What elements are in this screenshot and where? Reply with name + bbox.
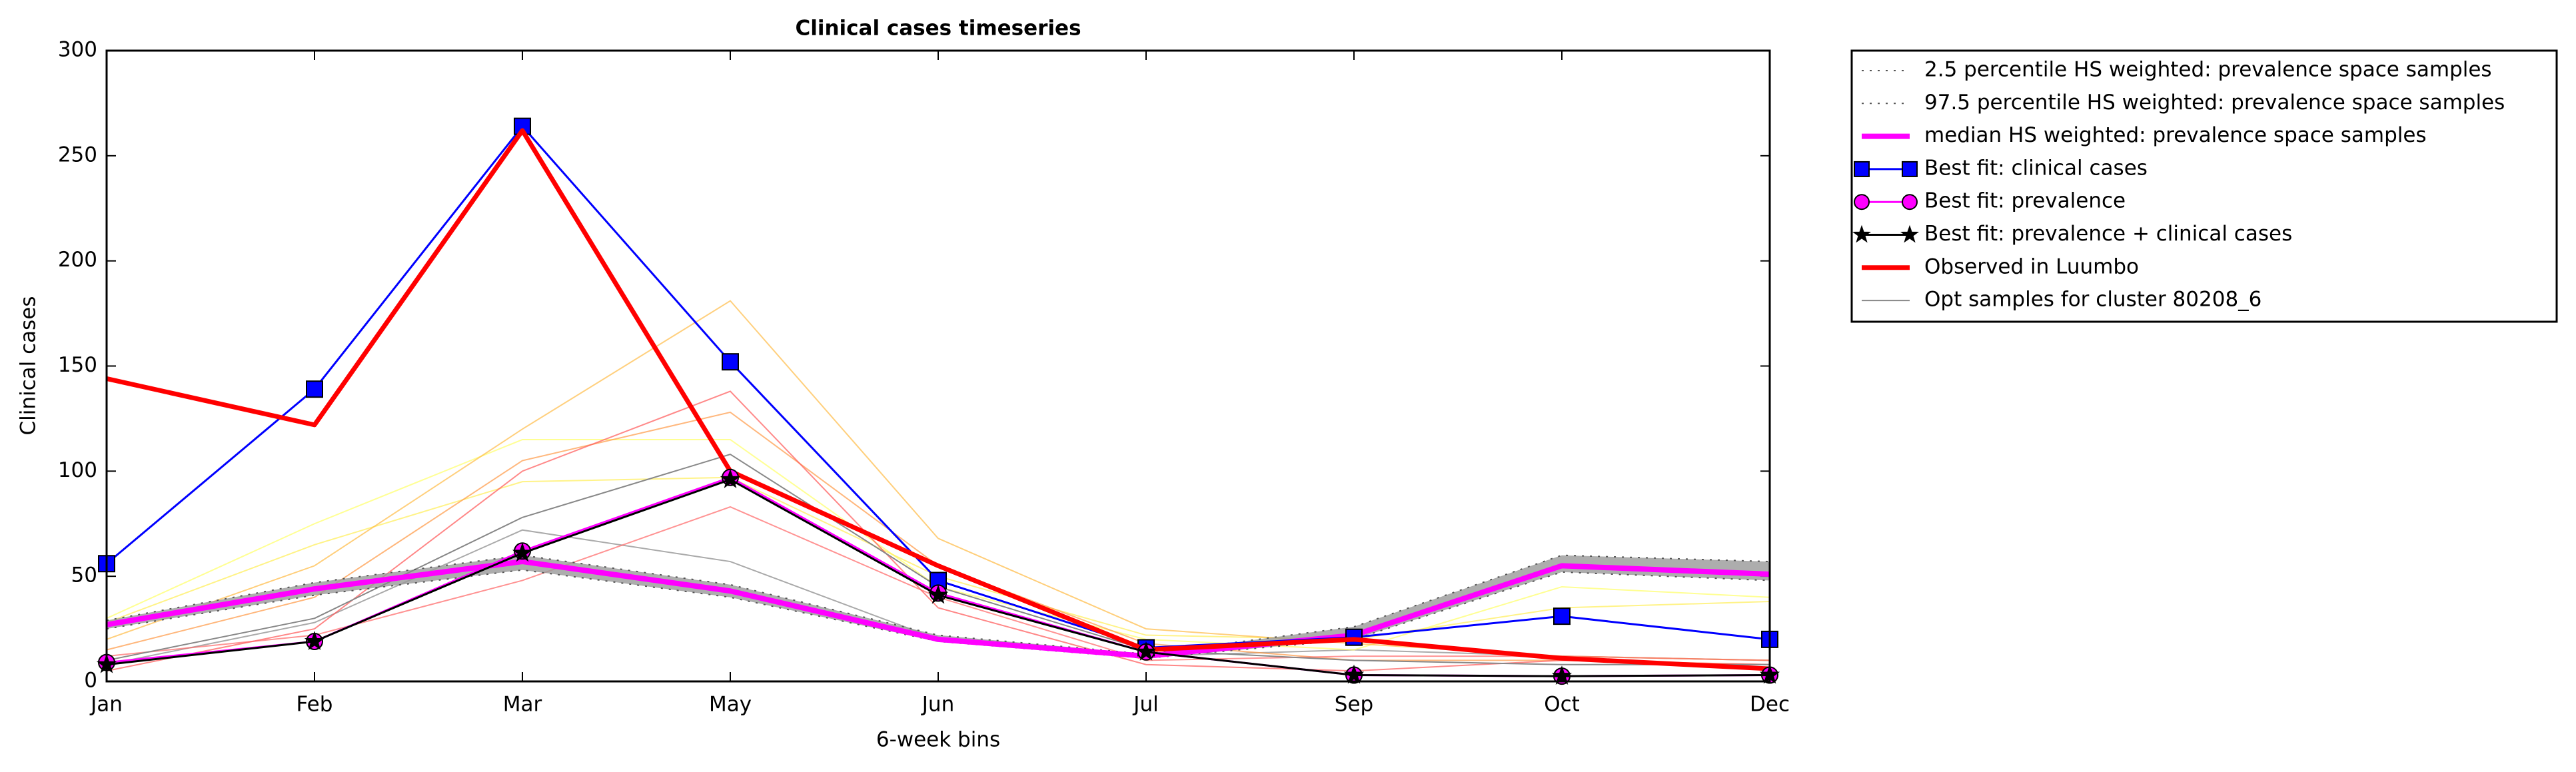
x-tick-label: Jun <box>921 693 954 717</box>
marker-star <box>1343 664 1365 684</box>
legend-label: Observed in Luumbo <box>1924 254 2139 278</box>
x-tick-label: Dec <box>1750 693 1790 717</box>
marker-circle <box>1854 194 1870 210</box>
y-tick-label: 250 <box>58 143 97 167</box>
sample-line <box>106 438 1770 651</box>
y-tick-label: 0 <box>84 669 97 693</box>
marker-star <box>1900 224 1920 243</box>
legend-label: 97.5 percentile HS weighted: prevalence … <box>1924 91 2505 115</box>
series-line <box>106 559 1770 659</box>
y-tick-label: 100 <box>58 458 97 482</box>
x-tick-label: Feb <box>297 693 333 717</box>
series-line <box>106 569 1770 659</box>
x-tick-label: Mar <box>503 693 542 717</box>
series-line <box>106 128 1770 671</box>
plot-frame <box>105 49 1771 683</box>
legend-label: Best fit: prevalence + clinical cases <box>1924 222 2292 246</box>
y-axis-label: Clinical cases <box>17 296 41 435</box>
marker-star <box>512 542 533 562</box>
x-tick-label: Jan <box>89 693 123 717</box>
sample-line <box>106 300 1770 661</box>
marker-square <box>1854 161 1870 177</box>
chart-title: Clinical cases timeseries <box>795 17 1081 41</box>
marker-star <box>1551 665 1573 685</box>
legend-label: Opt samples for cluster 80208_6 <box>1924 288 2261 312</box>
x-tick-label: Oct <box>1544 693 1580 717</box>
x-axis-label: 6-week bins <box>876 728 1000 752</box>
marker-square <box>722 353 739 371</box>
marker-star <box>928 584 949 604</box>
marker-square <box>1553 607 1571 625</box>
legend-label: median HS weighted: prevalence space sam… <box>1924 123 2427 147</box>
y-tick-label: 50 <box>71 564 97 587</box>
x-tick-label: Sep <box>1335 693 1373 717</box>
legend-label: 2.5 percentile HS weighted: prevalence s… <box>1924 58 2492 82</box>
marker-star <box>304 631 325 650</box>
marker-star <box>720 469 741 488</box>
legend-label: Best fit: clinical cases <box>1924 156 2148 180</box>
marker-square <box>306 380 323 398</box>
y-tick-label: 300 <box>58 38 97 62</box>
y-tick-label: 150 <box>58 353 97 377</box>
marker-square <box>1902 161 1918 177</box>
sample-line <box>106 390 1770 672</box>
marker-star <box>1135 641 1157 661</box>
legend-box <box>1850 49 2558 323</box>
marker-circle <box>1902 194 1918 210</box>
x-tick-label: May <box>709 693 752 717</box>
legend-label: Best fit: prevalence <box>1924 189 2126 213</box>
y-tick-label: 200 <box>58 248 97 272</box>
sample-line <box>106 476 1770 640</box>
series-line <box>106 454 1770 665</box>
x-tick-label: Jul <box>1132 693 1158 717</box>
marker-star <box>1852 224 1872 243</box>
series-line <box>106 554 1770 655</box>
